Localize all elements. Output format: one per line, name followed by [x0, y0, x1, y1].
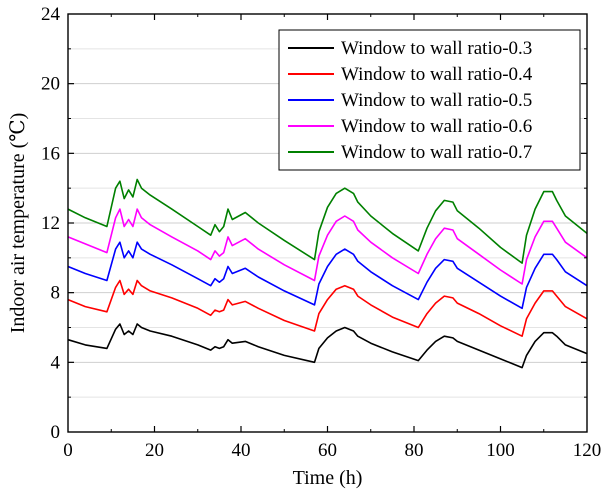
series-line [67, 323, 588, 369]
x-tick-label: 40 [232, 440, 251, 461]
series-line [67, 241, 588, 310]
x-tick-label: 60 [318, 440, 337, 461]
x-tick-label: 20 [145, 440, 164, 461]
y-tick-label: 16 [41, 143, 60, 164]
tick-labels: 0 20 40 60 80 100 120 0 4 8 12 16 20 24 [41, 4, 601, 461]
x-tick-label: 100 [486, 440, 515, 461]
legend-label: Window to wall ratio-0.4 [341, 64, 533, 85]
y-tick-label: 24 [41, 4, 61, 25]
x-tick-label: 0 [63, 440, 73, 461]
y-tick-label: 8 [51, 283, 61, 304]
series-lines [67, 178, 588, 369]
y-tick-label: 12 [41, 213, 60, 234]
series-line [67, 208, 588, 285]
x-tick-label: 120 [573, 440, 602, 461]
legend: Window to wall ratio-0.3 Window to wall r… [278, 29, 581, 171]
x-axis-label: Time (h) [293, 467, 363, 489]
x-tick-label: 80 [405, 440, 424, 461]
axis-ticks [68, 14, 587, 432]
legend-label: Window to wall ratio-0.5 [341, 90, 532, 111]
legend-label: Window to wall ratio-0.7 [341, 142, 532, 163]
y-tick-label: 4 [51, 352, 61, 373]
legend-label: Window to wall ratio-0.3 [341, 38, 532, 59]
y-tick-label: 20 [41, 74, 60, 95]
y-tick-label: 0 [51, 422, 61, 443]
legend-label: Window to wall ratio-0.6 [341, 116, 532, 137]
series-line [67, 279, 588, 337]
y-axis-label: Indoor air temperature (℃) [7, 113, 29, 334]
series-line [67, 178, 588, 264]
